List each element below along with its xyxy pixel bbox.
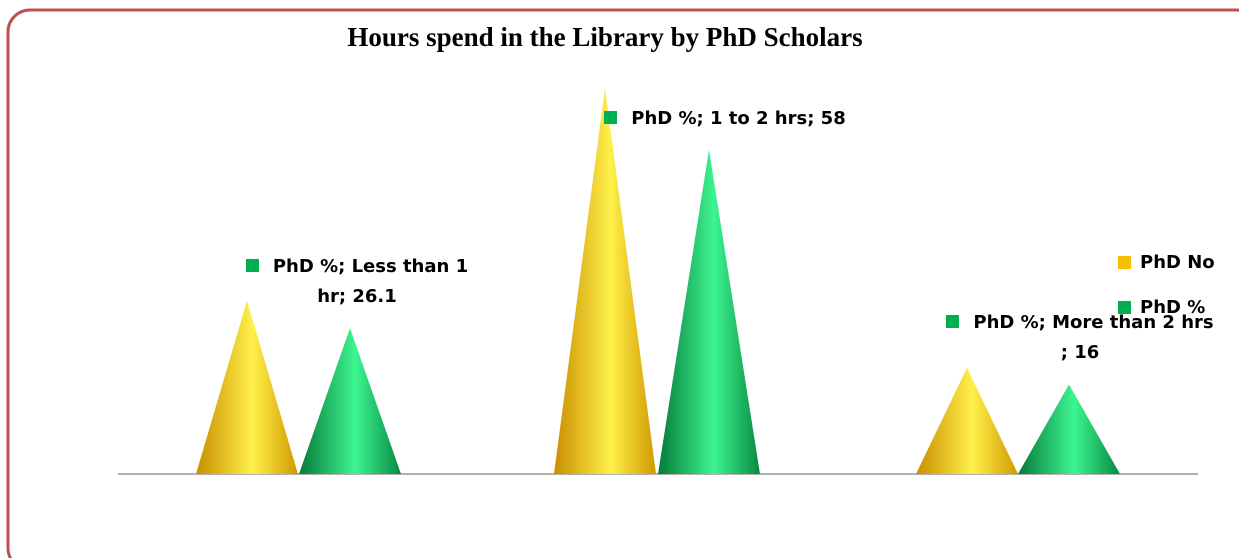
cone	[299, 328, 401, 474]
data-label-box: PhD %; 1 to 2 hrs; 58	[580, 104, 870, 134]
data-label-text: PhD %; 1 to 2 hrs; 58	[631, 108, 846, 129]
legend-swatch	[1118, 256, 1131, 269]
cone	[916, 367, 1018, 474]
data-label-text: PhD %; More than 2 hrs ; 16	[973, 312, 1214, 363]
cone	[196, 300, 298, 474]
data-label-marker	[946, 314, 960, 328]
cone	[554, 88, 656, 474]
legend-label: PhD %	[1140, 297, 1205, 318]
data-label-text: PhD %; Less than 1 hr; 26.1	[272, 256, 469, 307]
data-label: PhD %; More than 2 hrs ; 16	[945, 308, 1215, 368]
chart-title: Hours spend in the Library by PhD Schola…	[347, 22, 862, 52]
cone	[1018, 384, 1120, 474]
cone	[658, 149, 760, 474]
data-label: PhD %; 1 to 2 hrs; 58	[580, 104, 870, 134]
legend-swatch	[1118, 301, 1131, 314]
data-label-box: PhD %; More than 2 hrs ; 16	[945, 308, 1215, 368]
data-label-marker	[245, 258, 259, 272]
data-label-box: PhD %; Less than 1 hr; 26.1	[232, 252, 482, 312]
legend-label: PhD No	[1140, 252, 1215, 273]
data-label: PhD %; Less than 1 hr; 26.1	[232, 252, 482, 312]
data-label-marker	[604, 110, 618, 124]
